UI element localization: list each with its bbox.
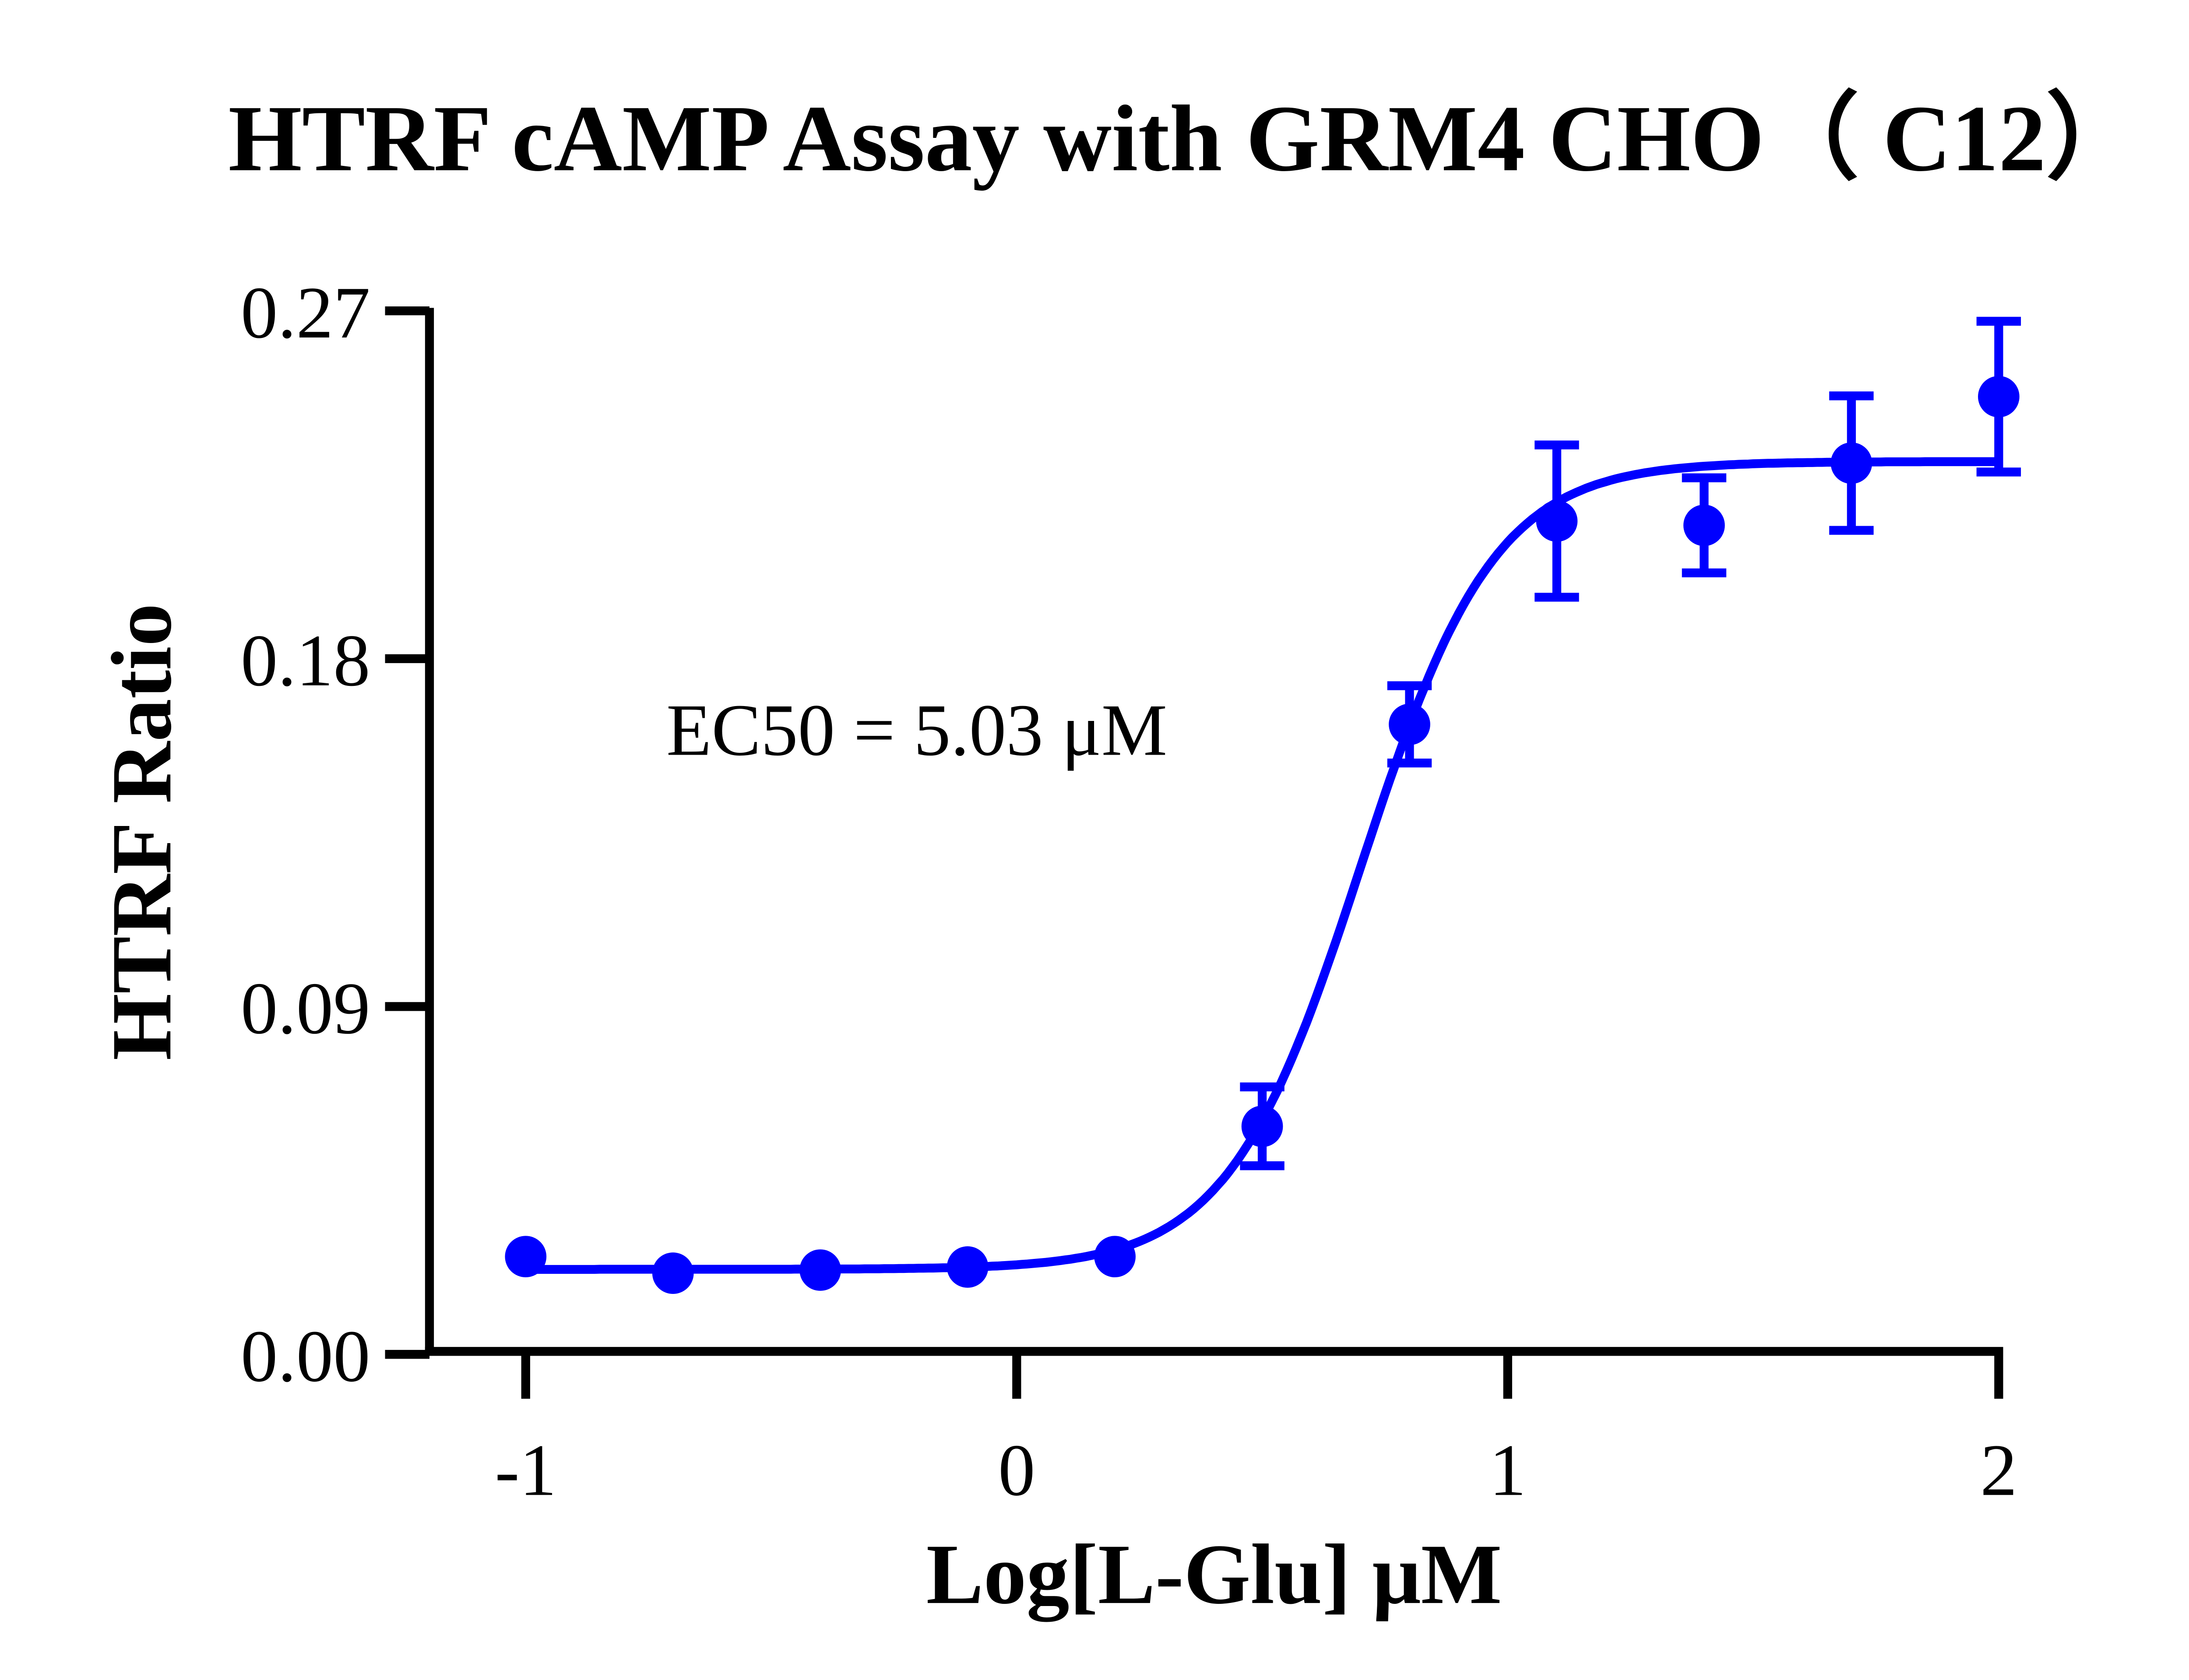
data-point [652, 1252, 694, 1294]
data-point [1830, 442, 1872, 484]
data-point [947, 1246, 989, 1288]
y-tick-label: 0.00 [241, 1315, 370, 1397]
data-point [1389, 703, 1430, 745]
x-tick-label: -1 [495, 1429, 556, 1511]
data-point [1241, 1105, 1283, 1147]
x-tick-label: 0 [998, 1429, 1035, 1511]
data-point [505, 1236, 547, 1278]
chart-title: HTRF cAMP Assay with GRM4 CHO（ C12） [228, 86, 2140, 191]
x-axis-label: Log[L-Glu] μM [926, 1527, 1502, 1622]
y-tick-label: 0.18 [241, 619, 370, 702]
y-tick-label: 0.27 [241, 271, 370, 354]
data-point [1094, 1236, 1136, 1278]
data-point [1683, 504, 1725, 546]
x-tick-label: 1 [1489, 1429, 1527, 1511]
x-tick-label: 2 [1980, 1429, 2017, 1511]
y-tick-label: 0.09 [241, 967, 370, 1049]
data-point [799, 1249, 841, 1291]
data-point [1978, 376, 2020, 418]
data-point [1536, 500, 1578, 542]
ec50-annotation: EC50 = 5.03 μM [666, 689, 1167, 771]
y-axis-label: HTRF Ratio [94, 603, 189, 1060]
